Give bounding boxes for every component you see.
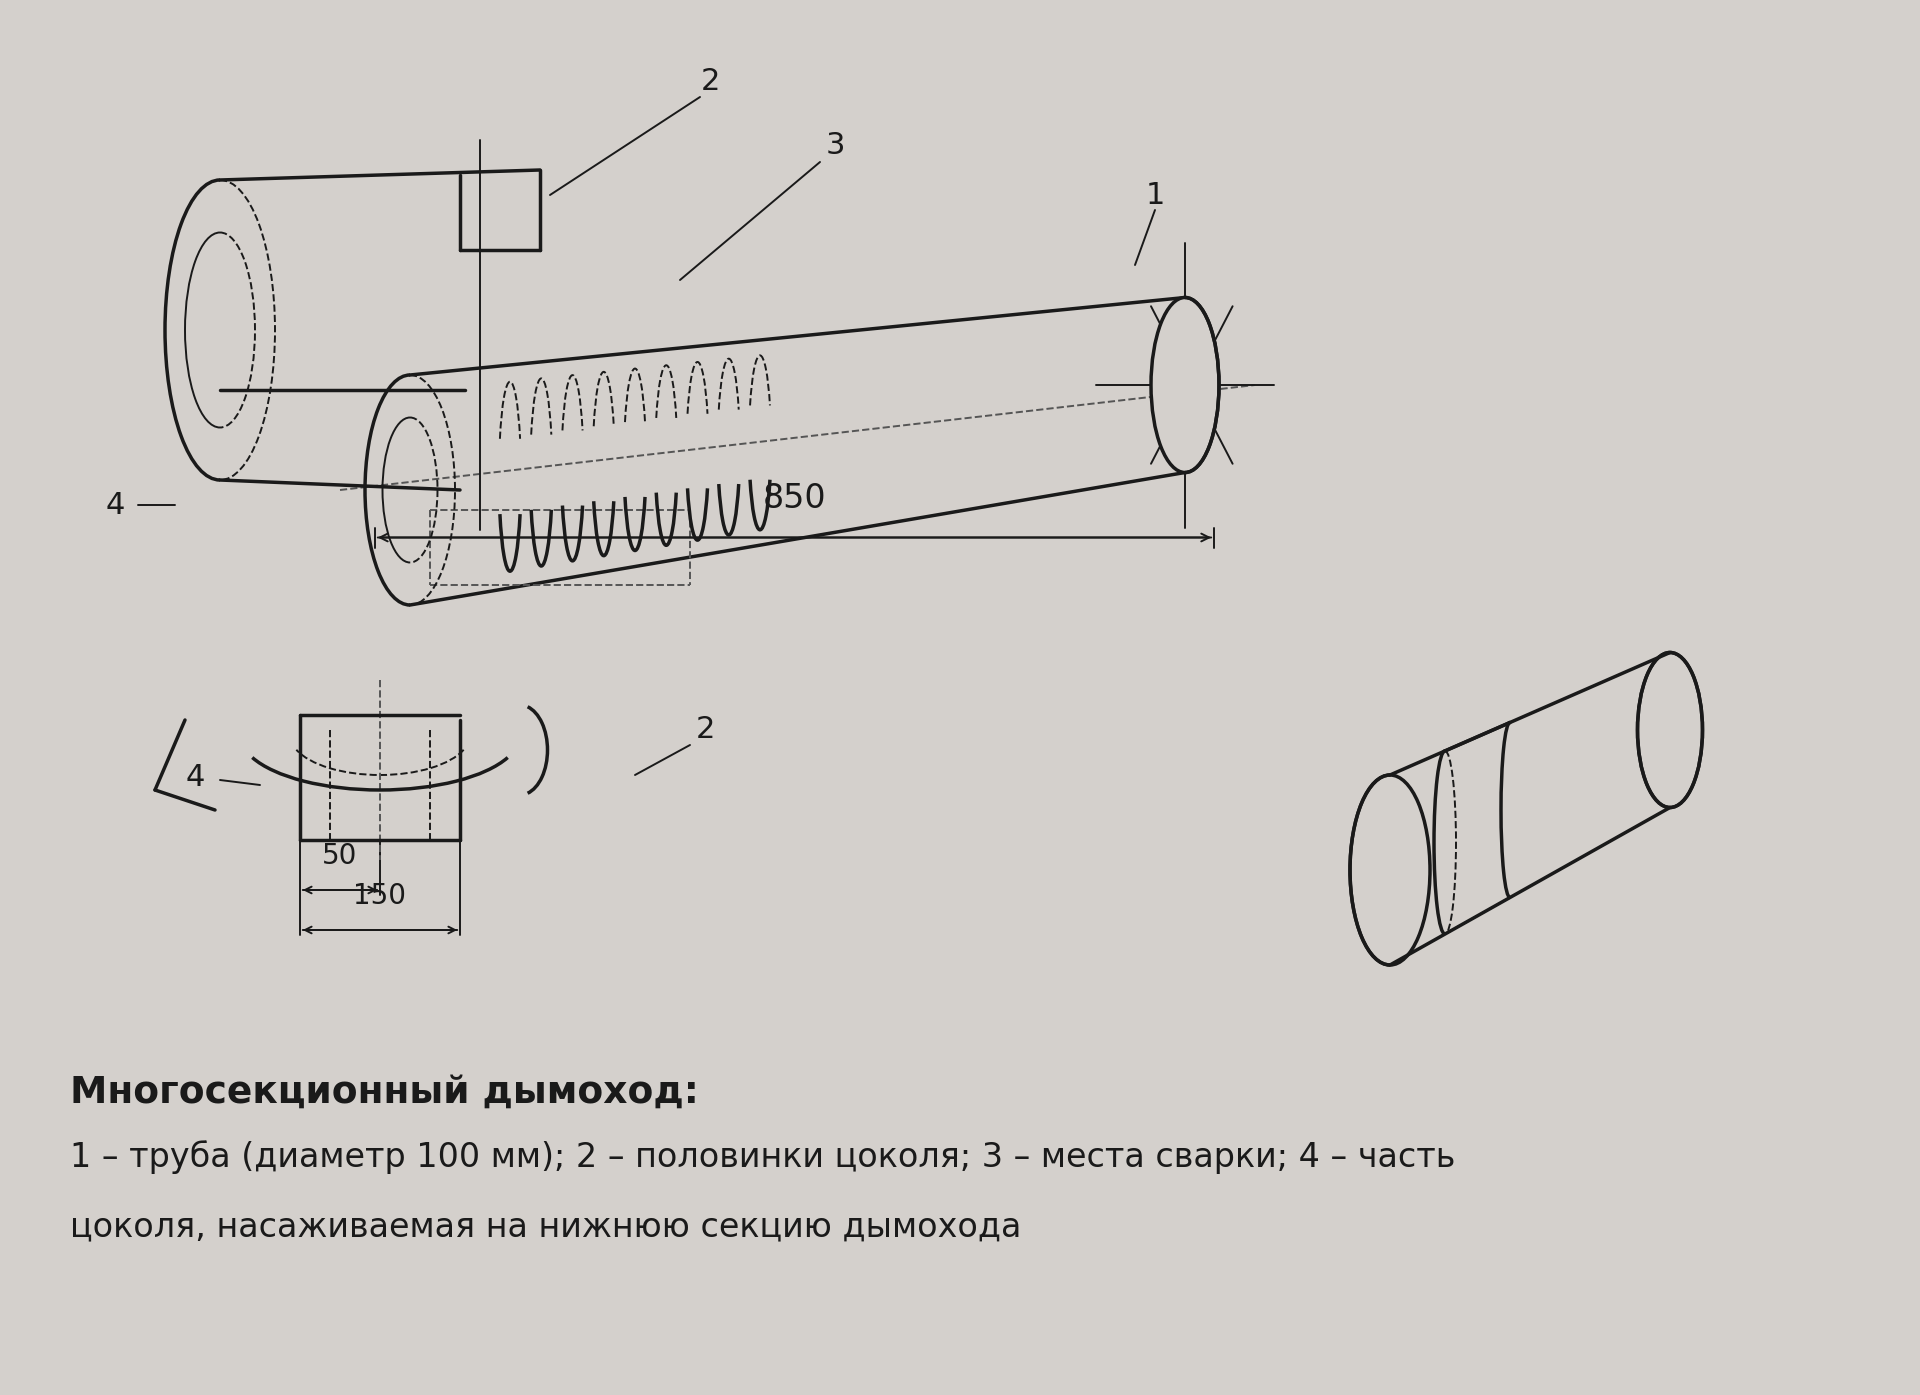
Text: 3: 3	[826, 131, 845, 159]
Text: 850: 850	[762, 483, 826, 516]
Ellipse shape	[1638, 653, 1703, 808]
Ellipse shape	[1150, 297, 1219, 473]
Text: 2: 2	[701, 67, 720, 96]
Text: 4: 4	[106, 491, 125, 519]
Text: Многосекционный дымоход:: Многосекционный дымоход:	[69, 1076, 699, 1110]
Text: 50: 50	[323, 843, 357, 870]
Text: 2: 2	[695, 716, 714, 745]
Text: 1 – труба (диаметр 100 мм); 2 – половинки цоколя; 3 – места сварки; 4 – часть: 1 – труба (диаметр 100 мм); 2 – половинк…	[69, 1140, 1455, 1173]
Text: цоколя, насаживаемая на нижнюю секцию дымохода: цоколя, насаживаемая на нижнюю секцию ды…	[69, 1209, 1021, 1243]
Text: 1: 1	[1146, 180, 1165, 209]
Text: 150: 150	[353, 882, 407, 910]
Text: 4: 4	[186, 763, 205, 792]
Ellipse shape	[1350, 776, 1430, 965]
